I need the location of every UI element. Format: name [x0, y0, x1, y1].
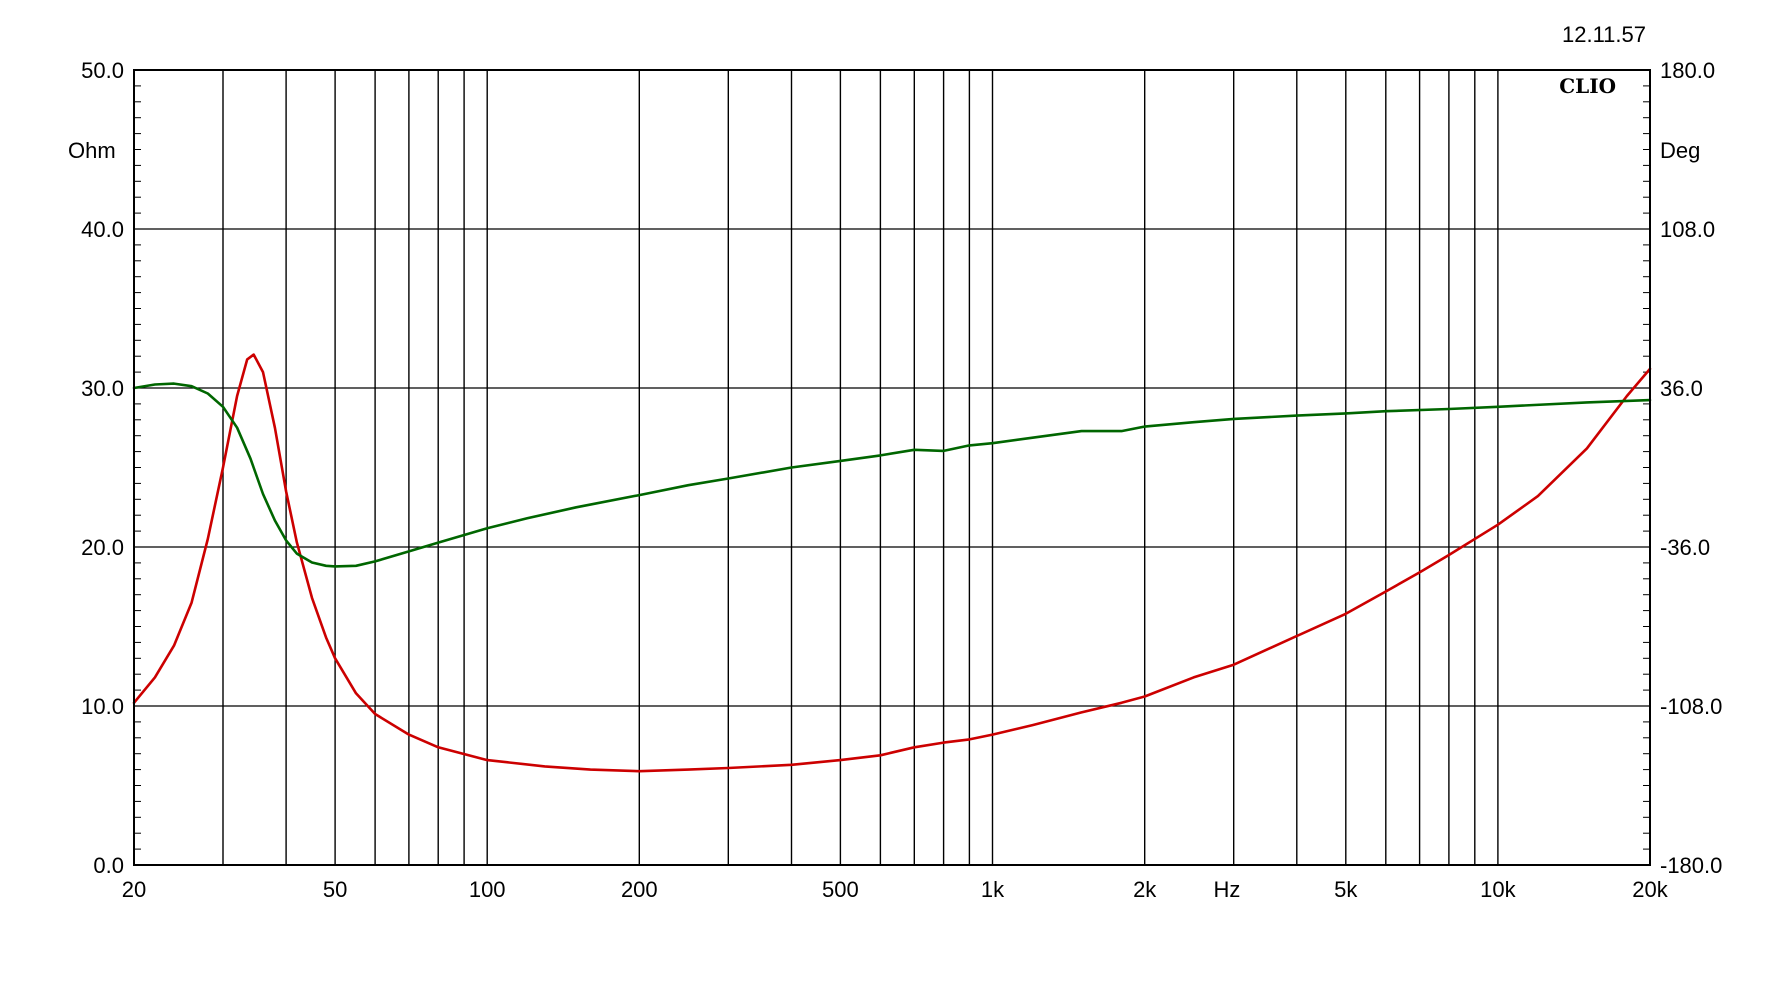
y-right-tick-label: -180.0 — [1660, 853, 1722, 878]
y-left-tick-label: 50.0 — [81, 58, 124, 83]
y-left-tick-label: 40.0 — [81, 217, 124, 242]
x-tick-label: 200 — [621, 877, 658, 902]
y-right-tick-label: 36.0 — [1660, 376, 1703, 401]
y-left-unit-label: Ohm — [68, 138, 116, 163]
y-right-tick-labels: -180.0 -108.0 -36.0 36.0 108.0 180.0 — [1660, 58, 1722, 878]
impedance-series-line — [132, 353, 1652, 773]
clio-logo: CLIO — [1559, 74, 1616, 98]
phase-series-line — [132, 382, 1652, 568]
x-tick-label: 2k — [1133, 877, 1157, 902]
series-lines — [132, 353, 1652, 773]
x-tick-label: 1k — [981, 877, 1005, 902]
y-left-tick-labels: 0.0 10.0 20.0 30.0 40.0 50.0 — [81, 58, 124, 878]
x-tick-label: 20 — [122, 877, 146, 902]
minor-ticks — [134, 69, 1650, 866]
x-unit-label: Hz — [1214, 877, 1241, 902]
y-right-tick-label: 180.0 — [1660, 58, 1715, 83]
x-tick-label: 500 — [822, 877, 859, 902]
x-tick-label: 50 — [323, 877, 347, 902]
y-left-tick-label: 0.0 — [93, 853, 124, 878]
y-right-unit-label: Deg — [1660, 138, 1700, 163]
y-right-tick-label: 108.0 — [1660, 217, 1715, 242]
y-left-tick-label: 10.0 — [81, 694, 124, 719]
plot-frame — [133, 69, 1651, 866]
y-right-tick-label: -108.0 — [1660, 694, 1722, 719]
x-tick-label: 20k — [1632, 877, 1668, 902]
x-gridlines — [133, 70, 1651, 865]
x-tick-labels: 20 50 100 200 500 1k 2k 5k 10k 20k — [122, 877, 1669, 902]
x-tick-label: 10k — [1480, 877, 1516, 902]
x-tick-label: 100 — [469, 877, 506, 902]
y-left-tick-label: 20.0 — [81, 535, 124, 560]
y-left-tick-label: 30.0 — [81, 376, 124, 401]
y-right-tick-label: -36.0 — [1660, 535, 1710, 560]
timestamp: 12.11.57 — [1562, 22, 1646, 47]
plot-background — [134, 70, 1650, 865]
x-tick-label: 5k — [1334, 877, 1358, 902]
